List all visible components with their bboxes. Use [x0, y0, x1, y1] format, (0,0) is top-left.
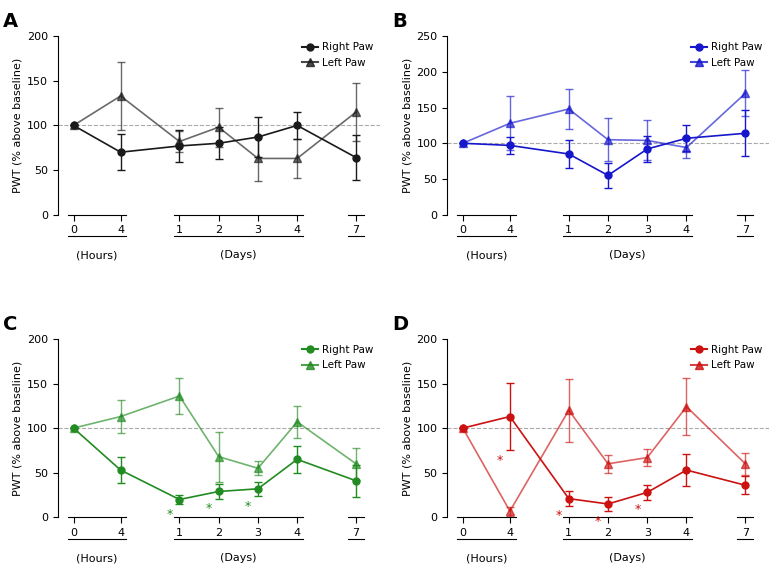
Text: (Hours): (Hours) — [76, 250, 118, 261]
Text: (Days): (Days) — [220, 250, 257, 261]
Y-axis label: PWT (% above baseline): PWT (% above baseline) — [12, 361, 23, 496]
Text: D: D — [392, 314, 409, 334]
Text: *: * — [634, 503, 640, 516]
Text: *: * — [595, 515, 601, 527]
Text: (Days): (Days) — [609, 250, 646, 261]
Y-axis label: PWT (% above baseline): PWT (% above baseline) — [402, 58, 412, 193]
Text: *: * — [556, 510, 562, 522]
Text: B: B — [392, 12, 407, 31]
Legend: Right Paw, Left Paw: Right Paw, Left Paw — [298, 341, 378, 375]
Text: (Hours): (Hours) — [76, 553, 118, 563]
Text: C: C — [3, 314, 17, 334]
Text: A: A — [3, 12, 18, 31]
Legend: Right Paw, Left Paw: Right Paw, Left Paw — [687, 341, 767, 375]
Legend: Right Paw, Left Paw: Right Paw, Left Paw — [687, 38, 767, 72]
Y-axis label: PWT (% above baseline): PWT (% above baseline) — [12, 58, 23, 193]
Legend: Right Paw, Left Paw: Right Paw, Left Paw — [298, 38, 378, 72]
Text: *: * — [245, 500, 251, 512]
Text: (Hours): (Hours) — [466, 553, 507, 563]
Text: (Days): (Days) — [220, 553, 257, 563]
Text: (Hours): (Hours) — [466, 250, 507, 261]
Text: *: * — [206, 502, 212, 515]
Text: *: * — [166, 508, 173, 521]
Text: (Days): (Days) — [609, 553, 646, 563]
Text: *: * — [497, 454, 503, 467]
Y-axis label: PWT (% above baseline): PWT (% above baseline) — [402, 361, 412, 496]
